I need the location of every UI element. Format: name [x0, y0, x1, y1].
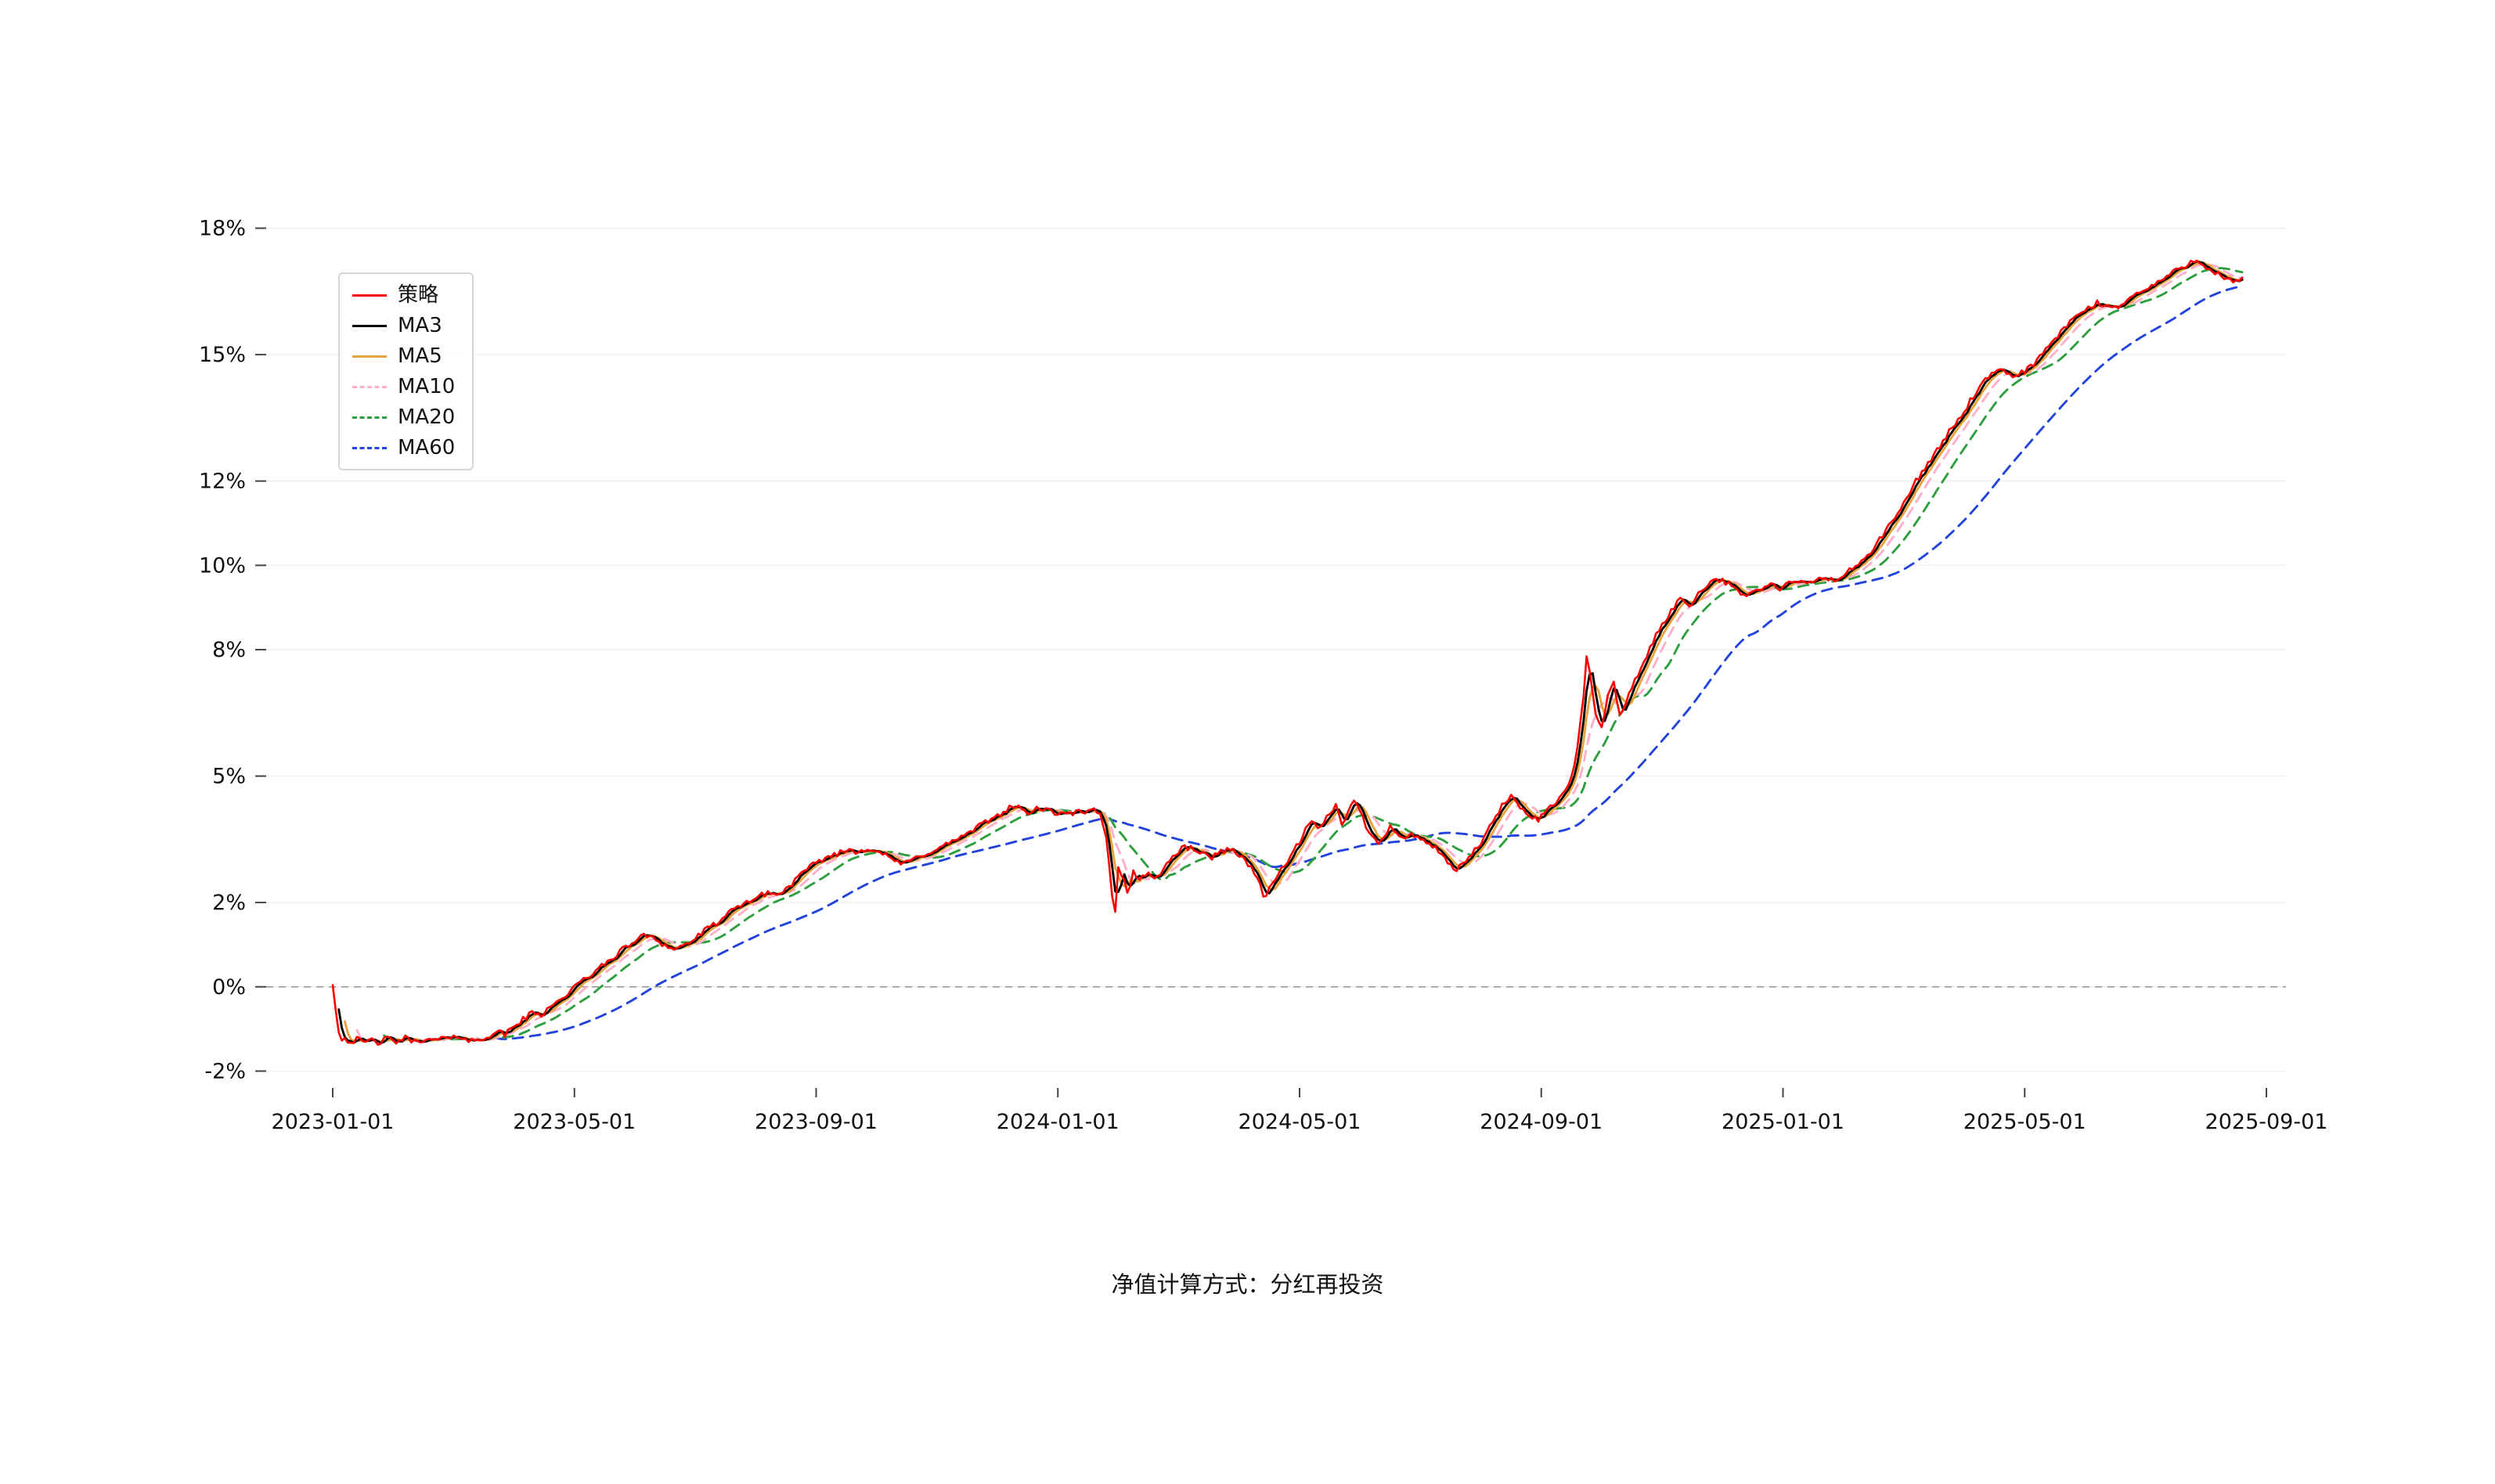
y-tick-label: -2% [204, 1059, 246, 1083]
legend-label-strategy: 策略 [398, 283, 439, 307]
legend-line-swatch-strategy [352, 294, 387, 297]
x-tick-label: 2023-01-01 [272, 1110, 395, 1134]
legend-item-ma3: MA3 [352, 314, 455, 337]
legend-item-ma20: MA20 [352, 405, 455, 429]
legend-line-swatch-ma60 [352, 446, 387, 449]
legend-line-swatch-ma10 [352, 385, 387, 388]
y-tick-label: 0% [212, 975, 246, 1000]
y-tick-label: 8% [212, 638, 246, 662]
legend-label-ma60: MA60 [398, 436, 456, 459]
legend-line-swatch-ma20 [352, 416, 387, 419]
series-line-ma60 [494, 285, 2244, 1040]
legend-label-ma5: MA5 [398, 344, 442, 368]
x-tick-label: 2023-05-01 [513, 1110, 636, 1134]
caption: 净值计算方式：分红再投资 [1111, 1271, 1384, 1298]
series-line-ma20 [383, 267, 2244, 1042]
y-tick-label: 18% [199, 217, 246, 241]
y-tick-label: 12% [199, 470, 246, 494]
legend-item-strategy: 策略 [352, 283, 455, 307]
legend-line-swatch-ma3 [352, 324, 387, 327]
x-tick-label: 2025-09-01 [2205, 1110, 2328, 1134]
legend-item-ma60: MA60 [352, 436, 455, 459]
y-tick-label: 10% [199, 553, 246, 578]
y-tick-label: 15% [199, 343, 246, 367]
y-tick-label: 5% [212, 765, 246, 789]
series-line-ma3 [337, 260, 2244, 1045]
legend-label-ma20: MA20 [398, 405, 456, 429]
legend-label-ma10: MA10 [398, 375, 456, 398]
legend-label-ma3: MA3 [398, 314, 442, 337]
legend: 策略 MA3 MA5 MA10 MA20 MA60 [338, 272, 474, 470]
x-tick-label: 2023-09-01 [755, 1110, 878, 1134]
legend-line-swatch-ma5 [352, 355, 387, 358]
x-tick-label: 2025-05-01 [1963, 1110, 2086, 1134]
y-tick-label: 2% [212, 891, 246, 915]
x-tick-label: 2024-01-01 [997, 1110, 1120, 1134]
series-line-strategy [331, 259, 2244, 1046]
x-tick-label: 2025-01-01 [1722, 1110, 1844, 1134]
series-line-ma10 [355, 263, 2244, 1043]
x-tick-label: 2024-05-01 [1238, 1110, 1361, 1134]
legend-item-ma5: MA5 [352, 344, 455, 368]
series-line-ma5 [343, 261, 2244, 1043]
x-tick-label: 2024-09-01 [1480, 1110, 1603, 1134]
legend-item-ma10: MA10 [352, 375, 455, 398]
